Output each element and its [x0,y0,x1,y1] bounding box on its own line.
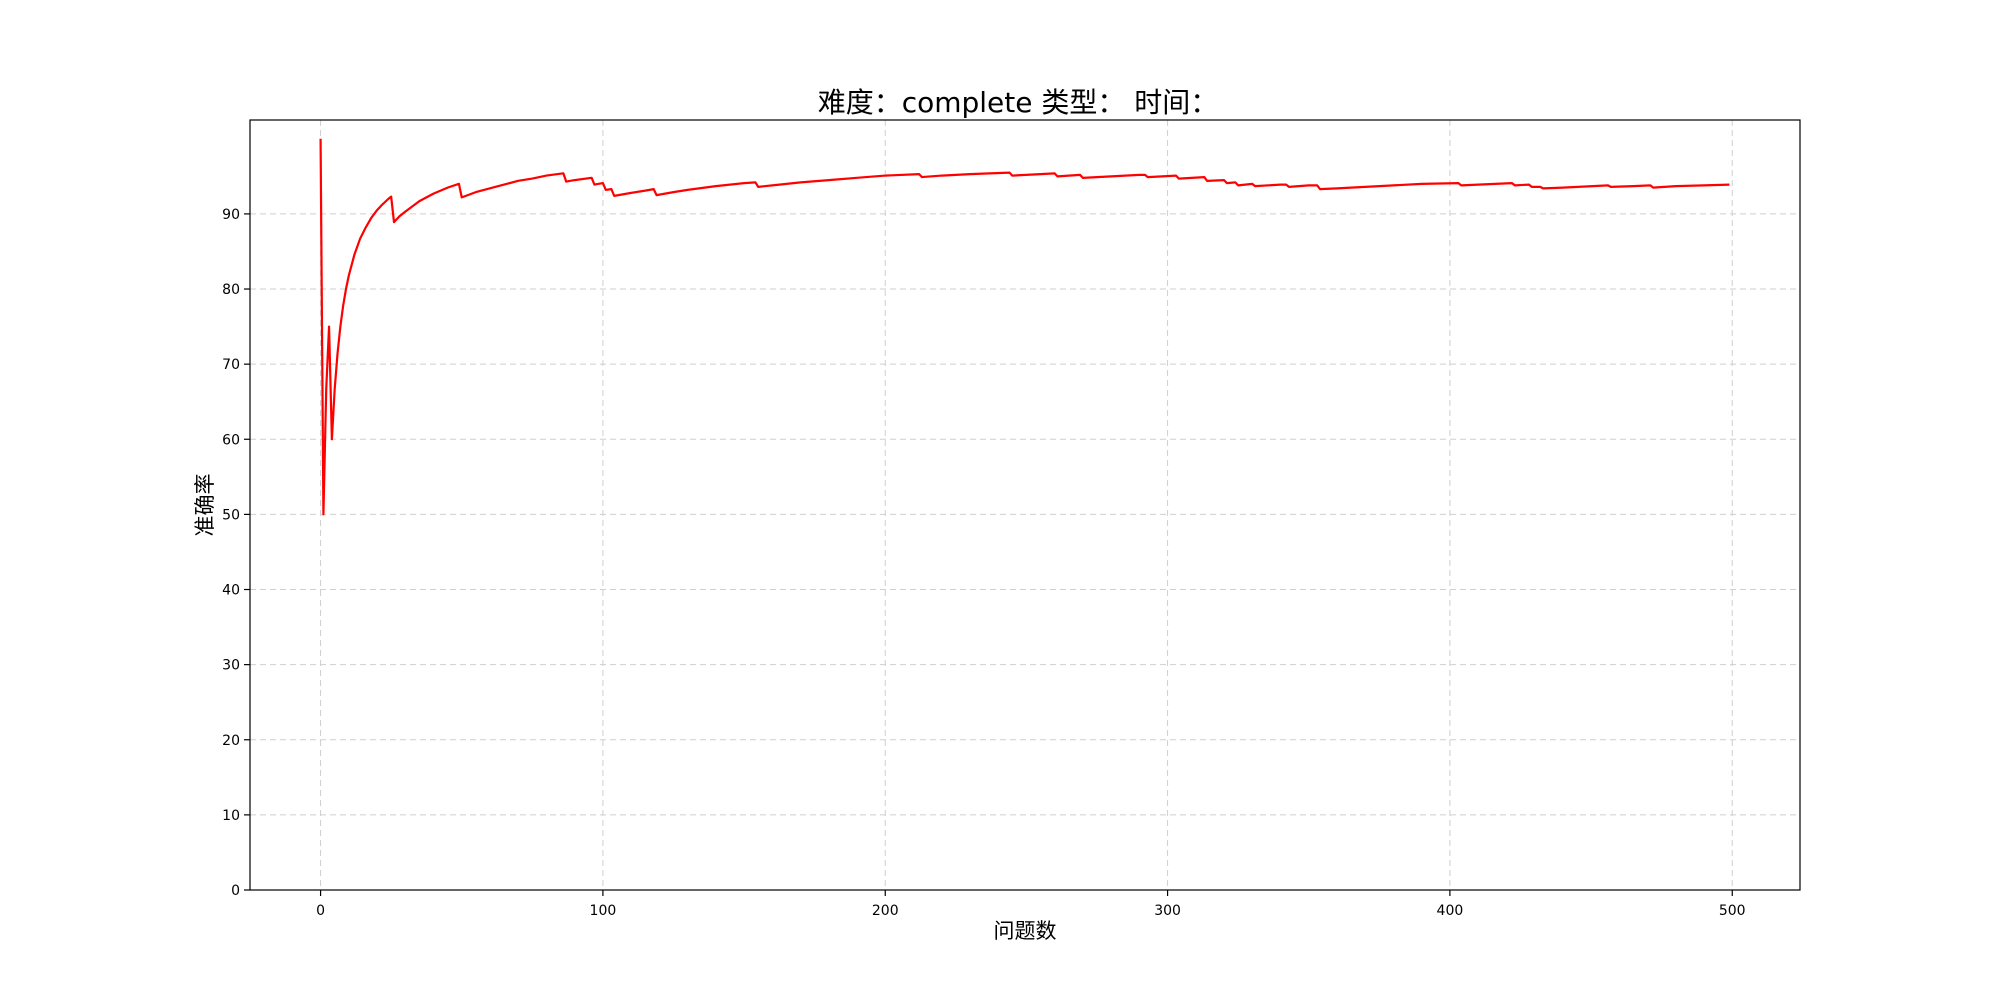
x-tick-label: 0 [316,903,325,919]
x-tick-label: 400 [1437,903,1464,919]
y-tick-label: 30 [222,658,240,674]
x-tick-label: 100 [590,903,617,919]
x-axis: 0 100 200 300 400 500 [316,890,1746,919]
y-tick-label: 60 [222,432,240,448]
x-tick-label: 500 [1719,903,1746,919]
data-layer [319,138,1730,516]
y-tick-label: 20 [222,733,240,749]
y-axis-label: 准确率 [193,474,217,537]
y-tick-label: 80 [222,282,240,298]
y-tick-label: 70 [222,357,240,373]
y-axis: 0 10 20 30 40 50 60 70 80 90 [222,207,250,899]
y-tick-label: 10 [222,808,240,824]
plot-frame [249,119,1801,891]
y-tick-label: 0 [231,883,240,899]
series-line [319,138,1730,516]
x-axis-label: 问题数 [994,919,1057,943]
grid [250,120,1800,890]
y-tick-label: 40 [222,583,240,599]
y-tick-label: 50 [222,507,240,523]
x-tick-label: 300 [1154,903,1181,919]
y-tick-label: 90 [222,207,240,223]
chart-title: 难度：complete 类型： 时间： [818,86,1219,119]
x-tick-label: 200 [872,903,899,919]
